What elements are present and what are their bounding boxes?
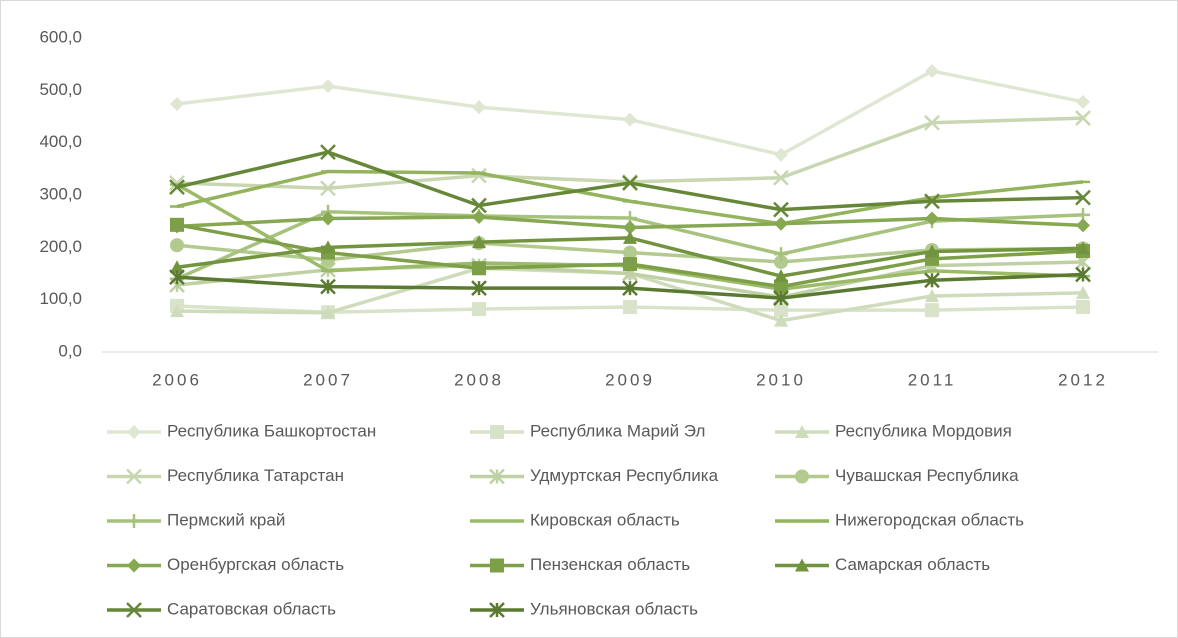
legend-label: Республика Марий Эл [530,421,705,440]
legend-label: Республика Башкортостан [167,421,376,440]
data-point [1075,189,1091,206]
y-tick-label: 0,0 [58,341,82,360]
data-point [170,217,184,232]
data-point [1075,110,1091,126]
legend-label: Республика Татарстан [167,466,344,485]
data-point [1076,299,1090,314]
legend-marker [126,468,142,485]
legend-marker [489,602,505,618]
data-point [623,112,637,127]
data-point [472,209,486,224]
legend-marker [795,558,809,572]
data-point [472,261,486,276]
y-tick-label: 400,0 [39,132,82,151]
data-point [774,303,788,318]
y-tick-label: 100,0 [39,289,82,308]
data-point [320,278,336,295]
data-point [773,169,789,186]
data-point [774,279,788,294]
data-point [1076,241,1090,255]
data-point [170,96,184,111]
data-point [924,193,940,210]
data-point [774,269,788,283]
data-point [1076,285,1090,299]
x-tick-label: 2010 [756,370,806,389]
x-tick-label: 2008 [454,370,504,389]
data-point [320,144,336,160]
data-point [170,260,184,274]
legend-label: Самарская область [835,555,990,574]
data-point [622,280,638,297]
legend-label: Ульяновская область [530,599,698,618]
legend-label: Пензенская область [530,555,690,574]
y-tick-label: 600,0 [39,27,82,46]
data-point [169,269,185,286]
data-point [622,175,638,191]
data-point [773,201,789,218]
data-point [471,280,487,297]
x-tick-label: 2007 [303,370,353,389]
legend-marker [126,602,142,618]
x-tick-label: 2011 [908,370,957,389]
data-point [774,147,788,162]
legend-marker [489,468,505,485]
data-point [925,211,939,226]
legend-marker [795,425,809,438]
data-point [169,179,185,196]
x-tick-label: 2009 [605,370,655,389]
data-point [472,235,486,249]
data-point [925,63,939,78]
data-point [1076,218,1090,233]
data-point [774,247,788,262]
legend-marker [127,425,141,439]
legend-label: Удмуртская Республика [530,466,719,485]
x-tick-label: 2012 [1058,370,1108,389]
legend-label: Чувашская Республика [835,466,1019,485]
legend-marker [490,425,504,439]
data-point [170,238,184,253]
data-point [472,302,486,317]
legend-label: Саратовская область [167,599,336,618]
data-point [623,299,637,314]
legend-label: Оренбургская область [167,555,344,574]
legend-label: Пермский край [167,510,285,529]
legend-label: Нижегородская область [835,510,1024,529]
legend-marker [795,469,809,484]
data-point [471,167,487,184]
data-point [321,240,335,254]
y-tick-label: 200,0 [39,237,82,256]
data-point [924,114,940,131]
data-point [321,211,335,226]
y-tick-label: 500,0 [39,80,82,99]
data-point [472,100,486,115]
legend-marker [490,558,504,573]
data-point [623,230,637,244]
legend-label: Кировская область [530,510,680,529]
data-point [170,304,184,318]
data-point [773,290,789,306]
data-point [471,197,487,214]
y-tick-label: 300,0 [39,184,82,203]
data-point [321,305,335,319]
data-point [623,245,637,260]
data-point [774,313,788,327]
data-point [623,220,637,235]
data-point [623,257,637,272]
x-tick-label: 2006 [152,370,202,389]
data-point [1075,266,1091,283]
data-point [1076,94,1090,109]
data-point [774,254,788,269]
legend-label: Республика Мордовия [835,421,1012,440]
data-point [925,244,939,258]
data-point [925,289,939,303]
data-point [774,216,788,231]
data-point [925,303,939,318]
data-point [321,79,335,94]
legend-marker [127,514,141,528]
legend-marker [127,558,141,573]
data-point [924,272,940,289]
data-point [320,180,336,197]
